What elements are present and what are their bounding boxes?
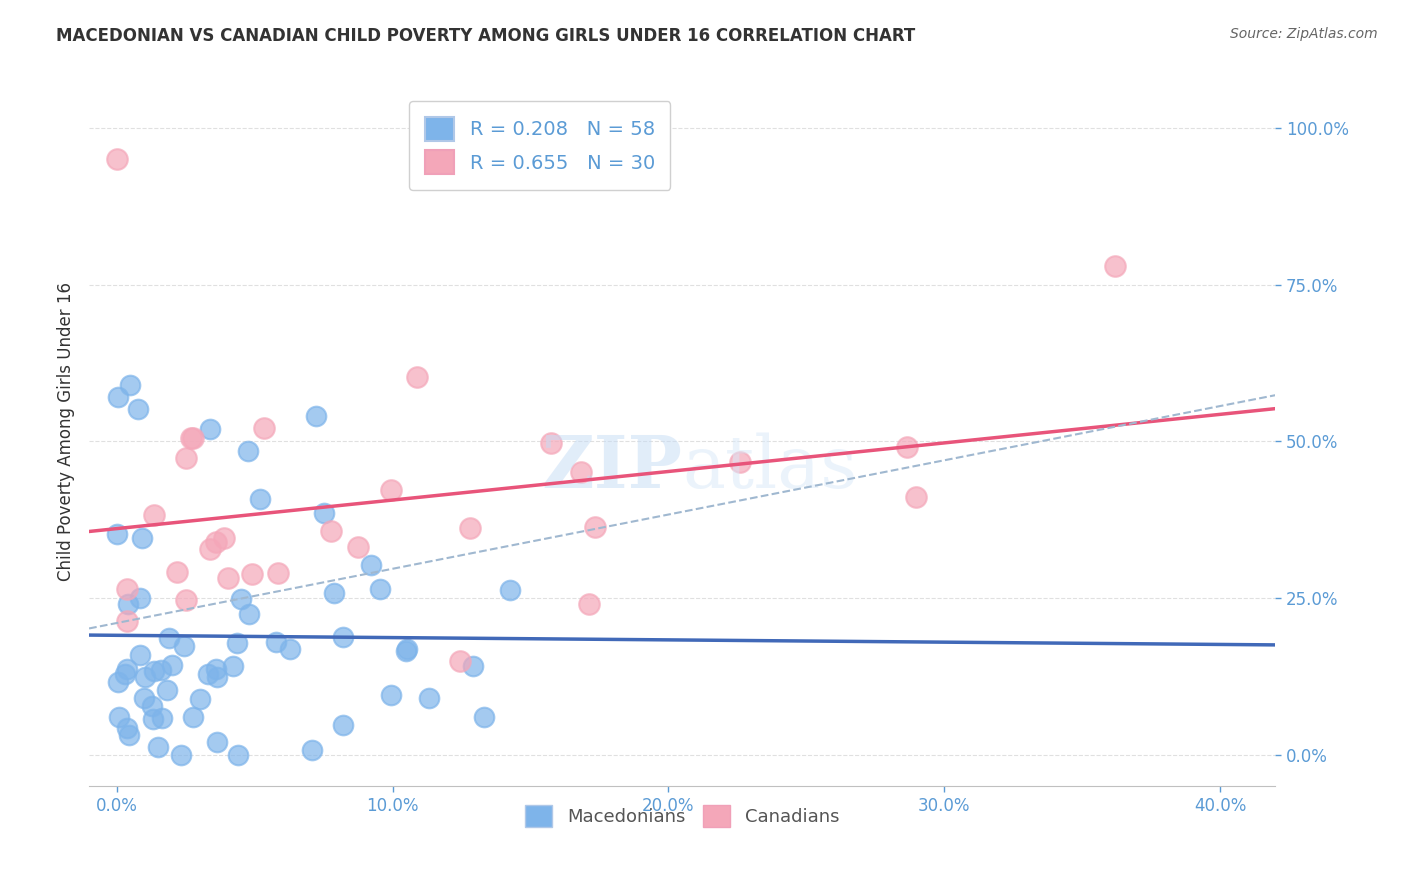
Point xyxy=(207,670,229,684)
Point xyxy=(174,593,197,607)
Point xyxy=(183,710,205,724)
Point xyxy=(226,747,249,762)
Point xyxy=(117,597,139,611)
Point xyxy=(347,541,370,555)
Point xyxy=(368,582,391,596)
Text: atlas: atlas xyxy=(682,432,858,503)
Point xyxy=(380,688,402,702)
Point xyxy=(730,455,752,469)
Point xyxy=(149,664,172,678)
Point xyxy=(181,432,204,446)
Point xyxy=(312,506,335,520)
Point xyxy=(267,566,290,580)
Point xyxy=(405,369,427,384)
Point xyxy=(252,421,274,435)
Point xyxy=(222,659,245,673)
Point xyxy=(380,483,402,497)
Point xyxy=(142,712,165,726)
Point xyxy=(225,636,247,650)
Point xyxy=(118,728,141,742)
Text: ZIP: ZIP xyxy=(541,432,682,503)
Point xyxy=(188,692,211,706)
Point xyxy=(207,735,229,749)
Point xyxy=(499,582,522,597)
Text: Source: ZipAtlas.com: Source: ZipAtlas.com xyxy=(1230,27,1378,41)
Point xyxy=(449,654,471,668)
Point xyxy=(108,710,131,724)
Point xyxy=(170,747,193,762)
Point xyxy=(157,632,180,646)
Point xyxy=(141,699,163,714)
Point xyxy=(115,721,138,735)
Point xyxy=(418,690,440,705)
Point xyxy=(395,643,418,657)
Point xyxy=(458,521,481,535)
Point xyxy=(120,378,142,392)
Point xyxy=(180,431,202,445)
Point xyxy=(896,440,918,454)
Point xyxy=(107,391,129,405)
Text: MACEDONIAN VS CANADIAN CHILD POVERTY AMONG GIRLS UNDER 16 CORRELATION CHART: MACEDONIAN VS CANADIAN CHILD POVERTY AMO… xyxy=(56,27,915,45)
Point xyxy=(1104,259,1126,273)
Point xyxy=(173,640,195,654)
Point xyxy=(583,520,606,534)
Point xyxy=(197,667,219,681)
Point xyxy=(205,535,228,549)
Point xyxy=(114,667,136,681)
Point xyxy=(198,422,221,436)
Point xyxy=(321,524,343,539)
Point xyxy=(200,542,222,557)
Point xyxy=(132,691,155,706)
Point xyxy=(238,607,260,621)
Point xyxy=(146,739,169,754)
Point xyxy=(107,675,129,690)
Point xyxy=(472,710,495,724)
Point xyxy=(156,683,179,698)
Point xyxy=(212,531,235,545)
Point xyxy=(160,658,183,673)
Point xyxy=(115,582,138,597)
Point xyxy=(217,571,239,585)
Point xyxy=(332,631,354,645)
Point xyxy=(332,718,354,732)
Point xyxy=(360,558,382,572)
Point xyxy=(322,585,344,599)
Point xyxy=(115,661,138,675)
Point xyxy=(174,450,197,465)
Point xyxy=(278,641,301,656)
Point xyxy=(115,614,138,628)
Point xyxy=(205,661,228,675)
Point xyxy=(105,527,128,541)
Point xyxy=(301,742,323,756)
Point xyxy=(305,409,328,424)
Point xyxy=(238,444,260,458)
Point xyxy=(229,592,252,607)
Point xyxy=(461,659,484,673)
Point xyxy=(904,490,927,504)
Point xyxy=(143,664,166,678)
Legend: Macedonians, Canadians: Macedonians, Canadians xyxy=(517,797,846,834)
Point xyxy=(128,591,150,605)
Point xyxy=(127,401,149,416)
Point xyxy=(240,567,263,582)
Point xyxy=(152,711,174,725)
Y-axis label: Child Poverty Among Girls Under 16: Child Poverty Among Girls Under 16 xyxy=(58,283,75,582)
Point xyxy=(395,642,418,657)
Point xyxy=(166,566,188,580)
Point xyxy=(264,635,287,649)
Point xyxy=(142,508,165,522)
Point xyxy=(134,670,156,684)
Point xyxy=(131,531,153,545)
Point xyxy=(578,598,600,612)
Point xyxy=(540,435,562,450)
Point xyxy=(569,465,592,479)
Point xyxy=(249,491,271,506)
Point xyxy=(105,152,128,166)
Point xyxy=(129,648,152,662)
